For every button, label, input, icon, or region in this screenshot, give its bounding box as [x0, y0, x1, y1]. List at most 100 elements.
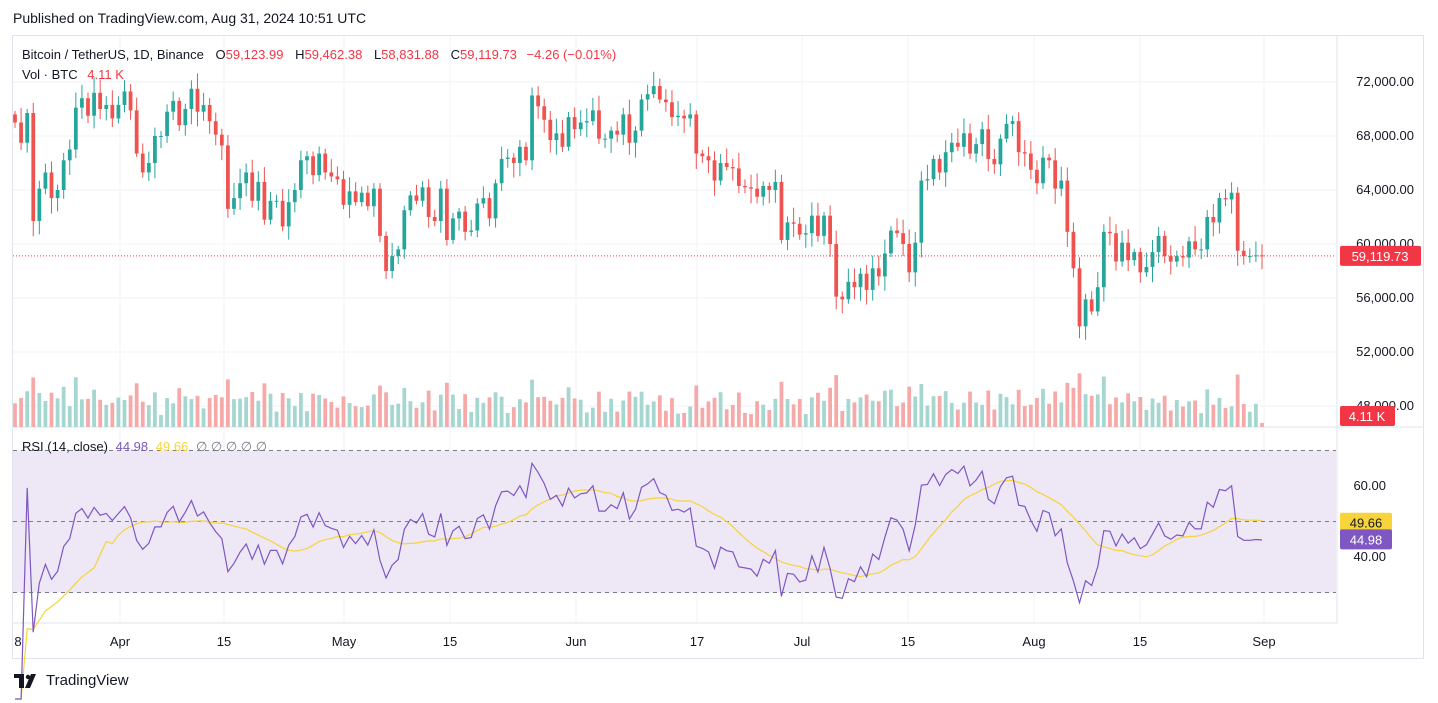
volume-bar — [560, 397, 565, 427]
candle-body — [505, 157, 510, 159]
volume-bar — [499, 396, 504, 427]
volume-bar — [609, 398, 614, 427]
candle-body — [700, 153, 705, 157]
candle-body — [305, 156, 309, 161]
volume-bar — [962, 402, 966, 427]
candle-body — [846, 281, 851, 300]
candle-body — [962, 133, 966, 147]
candle-body — [153, 136, 157, 163]
time-tick-label: May — [332, 634, 357, 649]
candle-body — [840, 296, 845, 300]
candle-body — [633, 130, 638, 143]
volume-bar — [207, 398, 212, 427]
candle-body — [1095, 287, 1100, 312]
volume-bar — [408, 401, 413, 427]
volume-bar — [882, 390, 887, 427]
candle-body — [1132, 252, 1137, 261]
candle-body — [110, 104, 115, 119]
rsi-legend: RSI (14, close) 44.98 49.66 ∅ ∅ ∅ ∅ ∅ — [22, 439, 267, 455]
volume-bar — [274, 411, 279, 427]
candle-body — [311, 156, 315, 176]
candle-body — [925, 179, 930, 181]
volume-bar — [1101, 376, 1106, 427]
price-tick-label: 56,000.00 — [1356, 290, 1414, 305]
volume-value: 4.11 K — [87, 67, 124, 82]
candle-body — [1229, 192, 1234, 200]
volume-bar — [1108, 404, 1112, 427]
volume-label[interactable]: Vol · BTC — [22, 67, 78, 82]
volume-bar — [1193, 400, 1197, 427]
candle-body — [536, 95, 541, 107]
volume-bar — [1187, 401, 1191, 427]
rsi-badge-label: 44.98 — [1350, 532, 1383, 547]
candle-body — [694, 114, 699, 154]
volume-bar — [25, 391, 30, 427]
footer-brand[interactable]: TradingView — [14, 672, 129, 689]
price-tick-label: 68,000.00 — [1356, 128, 1414, 143]
volume-bar — [481, 402, 486, 427]
volume-bar — [870, 400, 875, 427]
volume-bar — [335, 407, 340, 427]
volume-bar — [864, 394, 869, 427]
high-key: H — [295, 47, 305, 62]
candle-body — [1022, 152, 1027, 154]
volume-bar — [1168, 410, 1173, 427]
candle-body — [408, 195, 413, 211]
candle-body — [858, 273, 863, 288]
volume-bar — [761, 404, 766, 427]
volume-bar — [1022, 406, 1027, 427]
candle-body — [609, 130, 614, 139]
rsi-label[interactable]: RSI (14, close) — [22, 439, 108, 454]
candle-body — [61, 160, 66, 190]
volume-bar — [584, 412, 589, 427]
volume-bar — [840, 410, 845, 427]
candle-body — [1187, 241, 1191, 258]
candle-body — [584, 121, 589, 123]
volume-bar — [189, 399, 194, 427]
candles — [13, 71, 1264, 340]
candle-body — [645, 94, 650, 100]
volume-bar — [828, 387, 832, 427]
volume-bar — [1217, 397, 1222, 427]
volume-bar — [566, 387, 571, 427]
candle-body — [19, 122, 23, 143]
candle-body — [986, 129, 991, 159]
candle-body — [1126, 242, 1131, 261]
volume-bar — [414, 407, 419, 427]
candle-body — [761, 185, 766, 197]
volume-bar — [286, 398, 291, 427]
volume-badge — [1340, 406, 1395, 426]
candle-body — [1010, 121, 1015, 124]
volume-bar — [621, 400, 626, 427]
time-tick-label: 15 — [901, 634, 915, 649]
candle-body — [268, 200, 273, 220]
volume-bar — [1004, 397, 1009, 427]
volume-bar — [463, 394, 468, 427]
volume-bar — [37, 393, 42, 427]
candle-body — [445, 188, 449, 240]
candle-body — [816, 215, 820, 236]
volume-bar — [438, 394, 443, 427]
candle-body — [639, 99, 644, 131]
candle-body — [889, 230, 893, 254]
candle-body — [469, 230, 474, 232]
volume-bar — [171, 403, 176, 427]
volume-bar — [1016, 389, 1021, 427]
volume-bar — [195, 395, 200, 427]
candle-body — [274, 200, 279, 202]
time-tick-label: 15 — [1133, 634, 1147, 649]
candle-body — [1241, 250, 1246, 257]
candle-body — [390, 256, 395, 271]
volume-bar — [657, 395, 662, 427]
symbol-label[interactable]: Bitcoin / TetherUS, 1D, Binance — [22, 47, 204, 62]
candle-body — [779, 181, 784, 240]
volume-bar — [372, 394, 376, 427]
volume-bar — [992, 409, 997, 427]
candle-body — [499, 158, 504, 184]
rsi-band — [13, 450, 1336, 593]
volume-bar — [572, 398, 577, 427]
candle-body — [968, 133, 972, 154]
volume-bar — [116, 397, 121, 427]
candle-body — [402, 210, 407, 250]
